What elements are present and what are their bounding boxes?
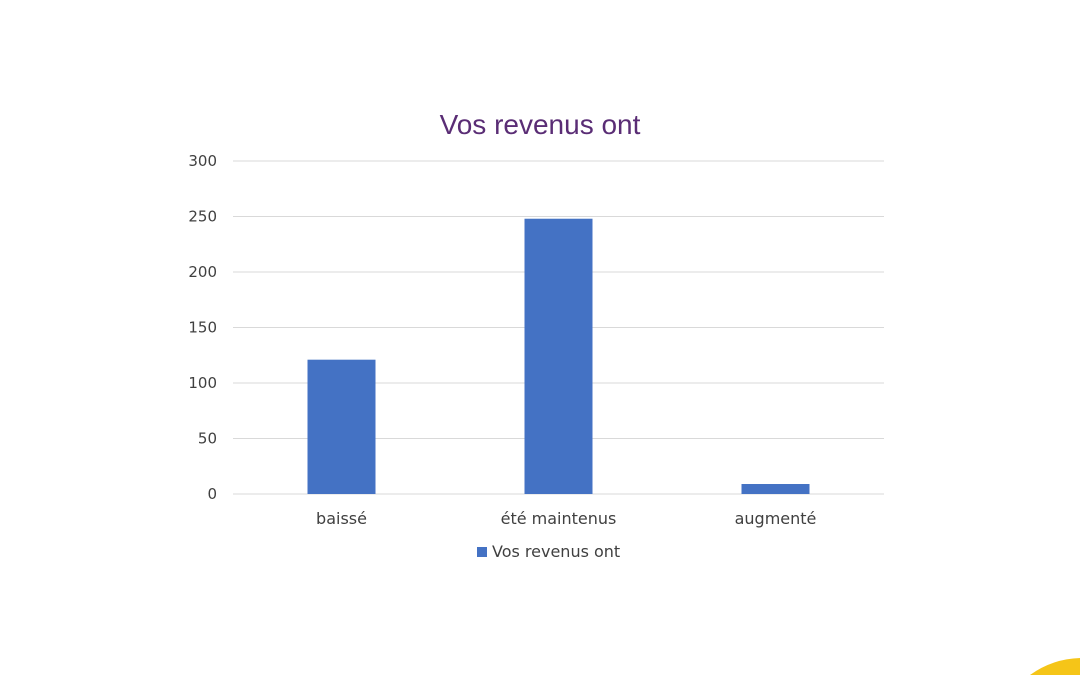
y-tick-label: 50 [198,430,217,448]
y-tick-label: 300 [188,152,217,170]
y-axis-ticks: 0 50 100 150 200 250 300 [188,152,217,503]
y-tick-label: 0 [207,485,217,503]
bars [307,218,810,494]
legend-swatch [477,547,487,557]
legend-label: Vos revenus ont [492,542,620,561]
y-tick-label: 200 [188,263,217,281]
category-label: baissé [316,509,367,528]
y-tick-label: 150 [188,319,217,337]
legend: Vos revenus ont [477,542,620,561]
chart-title: Vos revenus ont [440,109,641,140]
bar [741,484,810,494]
decorative-corner-shape [1030,658,1080,675]
x-axis-categories: baissé été maintenus augmenté [316,509,816,528]
y-tick-label: 250 [188,208,217,226]
y-tick-label: 100 [188,374,217,392]
category-label: été maintenus [501,509,617,528]
bar [307,359,376,494]
category-label: augmenté [735,509,817,528]
bar [524,218,593,494]
